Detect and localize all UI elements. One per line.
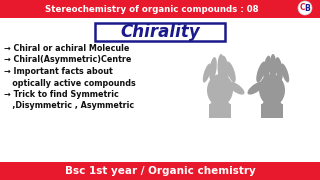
Ellipse shape <box>261 99 283 117</box>
Ellipse shape <box>221 56 229 80</box>
Ellipse shape <box>281 63 289 83</box>
Bar <box>209 104 231 118</box>
Circle shape <box>298 1 312 15</box>
Text: Bsc 1st year / Organic chemistry: Bsc 1st year / Organic chemistry <box>65 166 255 176</box>
Text: → Chiral(Asymmetric)Centre: → Chiral(Asymmetric)Centre <box>4 55 132 64</box>
Ellipse shape <box>226 62 236 82</box>
Ellipse shape <box>218 54 225 80</box>
Ellipse shape <box>259 74 285 106</box>
Ellipse shape <box>247 81 265 95</box>
Ellipse shape <box>269 54 276 80</box>
Bar <box>261 104 283 118</box>
Ellipse shape <box>263 56 271 80</box>
Text: ,Disymmetric , Asymmetric: ,Disymmetric , Asymmetric <box>4 102 134 111</box>
Text: → Important facts about: → Important facts about <box>4 67 113 76</box>
Ellipse shape <box>203 63 211 83</box>
Ellipse shape <box>228 81 244 95</box>
Text: B: B <box>304 4 310 13</box>
Ellipse shape <box>209 99 231 117</box>
Text: Chirality: Chirality <box>120 23 200 41</box>
Bar <box>0 162 320 180</box>
FancyBboxPatch shape <box>95 23 225 41</box>
Bar <box>0 0 320 18</box>
Ellipse shape <box>209 57 217 81</box>
Bar <box>0 18 320 162</box>
Text: C: C <box>299 3 305 12</box>
Text: Stereochemistry of organic compounds : 08: Stereochemistry of organic compounds : 0… <box>45 4 259 14</box>
Ellipse shape <box>256 62 266 82</box>
Text: → Trick to find Symmetric: → Trick to find Symmetric <box>4 90 119 99</box>
Ellipse shape <box>275 57 283 81</box>
Text: optically active compounds: optically active compounds <box>4 78 136 87</box>
Ellipse shape <box>207 74 233 106</box>
Text: → Chiral or achiral Molecule: → Chiral or achiral Molecule <box>4 44 129 53</box>
